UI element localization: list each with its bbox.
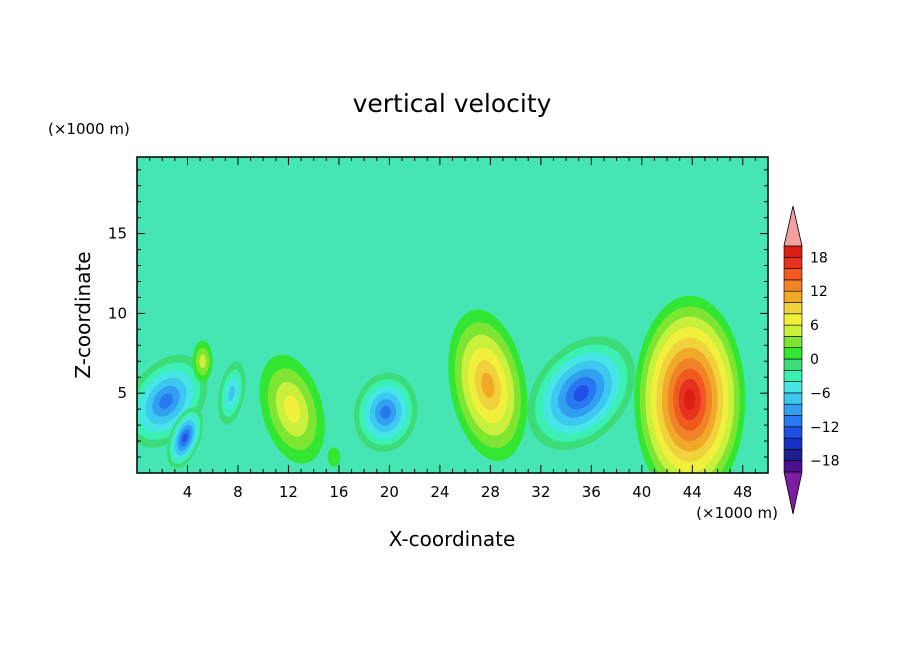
colorbar-box xyxy=(783,392,803,405)
colorbar-box xyxy=(783,256,803,269)
x-axis-multiplier: (×1000 m) xyxy=(696,504,778,522)
x-tick-label: 28 xyxy=(481,483,500,501)
contour-band xyxy=(380,405,391,419)
colorbar-box xyxy=(783,437,803,450)
colorbar-box xyxy=(783,449,803,461)
colorbar-box xyxy=(783,347,803,360)
colorbar-box xyxy=(783,245,803,258)
colorbar-box xyxy=(783,290,803,303)
colorbar-label: 18 xyxy=(810,250,828,266)
x-tick-label: 36 xyxy=(582,483,601,501)
contour-band xyxy=(182,433,188,443)
x-tick-label: 40 xyxy=(632,483,651,501)
y-tick-label: 10 xyxy=(108,304,127,322)
colorbar-label: −6 xyxy=(810,386,831,402)
x-tick-label: 4 xyxy=(183,483,193,501)
x-tick-label: 44 xyxy=(683,483,702,501)
contour-cell xyxy=(634,295,746,473)
colorbar-label: −18 xyxy=(810,454,840,470)
colorbar-box xyxy=(783,403,803,416)
x-tick-label: 48 xyxy=(733,483,752,501)
colorbar-box xyxy=(783,358,803,371)
y-axis-multiplier: (×1000 m) xyxy=(48,120,130,138)
contour-cell xyxy=(527,336,636,451)
colorbar-box xyxy=(783,279,803,292)
contour-band xyxy=(684,389,696,410)
contour-cell xyxy=(167,407,203,469)
y-tick-label: 15 xyxy=(108,225,127,243)
contour-band xyxy=(159,393,173,409)
colorbar-label: 0 xyxy=(810,352,819,368)
colorbar-label: 6 xyxy=(810,318,819,334)
colorbar-box xyxy=(783,268,803,281)
chart-title: vertical velocity xyxy=(353,89,552,118)
colorbar-box xyxy=(783,426,803,439)
contour-band xyxy=(327,447,341,467)
colorbar-box xyxy=(783,369,803,382)
contour-cell xyxy=(448,309,528,461)
contour-band xyxy=(573,385,589,402)
contour-cell xyxy=(327,447,341,467)
colorbar: 18 12 6 0 −6 −12 −18 xyxy=(783,205,840,515)
y-tick-label: 5 xyxy=(117,384,127,402)
colorbar-box xyxy=(783,336,803,348)
colorbar-label: 12 xyxy=(810,284,828,300)
x-tick-label: 16 xyxy=(329,483,348,501)
contour-cell xyxy=(218,361,246,425)
colorbar-box xyxy=(783,313,803,326)
contour-cell xyxy=(259,354,325,464)
x-tick-label: 12 xyxy=(279,483,298,501)
x-tick-label: 24 xyxy=(430,483,449,501)
colorbar-under-triangle xyxy=(783,471,803,515)
contour-band xyxy=(228,385,236,402)
colorbar-box xyxy=(783,381,803,394)
colorbar-over-triangle xyxy=(783,205,803,247)
colorbar-label: −12 xyxy=(810,420,840,436)
colorbar-box xyxy=(783,460,803,473)
colorbar-box xyxy=(783,302,803,315)
contour-cell xyxy=(192,340,213,383)
contour-band xyxy=(481,372,495,398)
contour-cell xyxy=(353,372,418,453)
x-tick-label: 20 xyxy=(380,483,399,501)
colorbar-box xyxy=(783,324,803,337)
x-axis-title: X-coordinate xyxy=(389,527,516,551)
x-tick-label: 32 xyxy=(531,483,550,501)
contour-band xyxy=(284,395,301,423)
contour-band xyxy=(199,354,206,369)
colorbar-box xyxy=(783,415,803,428)
y-axis-title: Z-coordinate xyxy=(71,251,95,378)
x-tick-label: 8 xyxy=(233,483,243,501)
